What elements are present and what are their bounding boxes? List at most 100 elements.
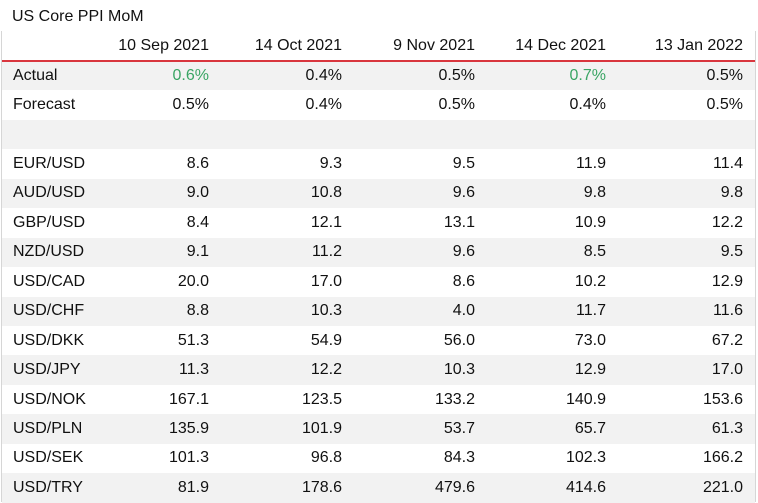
table-cell: 102.3 [565,449,606,467]
table-row: USD/PLN 135.9 101.9 53.7 65.7 61.3 [2,414,755,444]
table-cell: 133.2 [434,390,475,408]
table-row: GBP/USD 8.4 12.1 13.1 10.9 12.2 [2,208,755,238]
table-cell: 9.8 [720,184,743,202]
table-cell: 10.3 [443,361,475,379]
table-cell: 0.5% [172,96,209,114]
table-cell: 96.8 [310,449,342,467]
table-cell: 9.8 [583,184,606,202]
table-header-row: 10 Sep 2021 14 Oct 2021 9 Nov 2021 14 De… [2,31,755,62]
table-cell: 0.5% [438,96,475,114]
table-cell: 9.3 [319,155,342,173]
table-cell: 11.7 [576,302,606,320]
table-row: USD/TRY 81.9 178.6 479.6 414.6 221.0 [2,473,755,503]
row-label: NZD/USD [13,243,85,261]
table-cell: 178.6 [301,478,342,496]
table-cell: 479.6 [434,478,475,496]
table-row [2,119,755,150]
table-cell: 17.0 [711,361,743,379]
table-cell: 101.9 [301,419,342,437]
table-cell: 9.1 [186,243,209,261]
row-label: USD/TRY [13,478,83,496]
table-cell: 54.9 [310,331,342,349]
table-cell: 0.4% [305,67,342,85]
table-cell: 12.2 [711,213,743,231]
table-cell: 0.4% [305,96,342,114]
row-label: AUD/USD [13,184,86,202]
table-cell: 0.4% [569,96,606,114]
table-cell: 9.6 [452,184,475,202]
table-cell: 81.9 [177,478,209,496]
table-cell: 0.7% [569,67,606,85]
table-cell [102,120,221,149]
column-header: 14 Oct 2021 [221,31,354,62]
table-cell: 8.4 [186,213,209,231]
table-cell [618,120,755,149]
table-cell: 10.9 [574,213,606,231]
table-cell: 8.6 [452,272,475,290]
table-cell: 9.5 [720,243,743,261]
column-header: 9 Nov 2021 [354,31,487,62]
table-cell: 101.3 [168,449,209,467]
column-header: 14 Dec 2021 [487,31,618,62]
data-table: 10 Sep 2021 14 Oct 2021 9 Nov 2021 14 De… [2,31,755,503]
table-cell [354,120,487,149]
row-label: USD/CAD [13,272,86,290]
table-row: USD/JPY 11.3 12.2 10.3 12.9 17.0 [2,355,755,385]
table-cell: 51.3 [177,331,209,349]
table-cell: 11.2 [312,243,342,261]
table-cell: 9.0 [186,184,209,202]
table-cell: 61.3 [711,419,743,437]
table-cell: 135.9 [168,419,209,437]
table-cell: 11.9 [576,155,606,173]
table-cell: 0.6% [172,67,209,85]
row-label: USD/NOK [13,390,86,408]
row-label: USD/SEK [13,449,84,467]
table-row: EUR/USD 8.6 9.3 9.5 11.9 11.4 [2,149,755,179]
table-cell [221,120,354,149]
table-cell: 0.5% [438,67,475,85]
table-cell: 8.6 [186,155,209,173]
row-label [2,120,102,149]
table-cell: 10.8 [310,184,342,202]
row-label: Forecast [13,96,76,114]
table-cell: 153.6 [702,390,743,408]
table-body: Actual 0.6% 0.4% 0.5% 0.7% 0.5% Forecast 0.5% 0.… [2,61,755,503]
table-row: Forecast 0.5% 0.4% 0.5% 0.4% 0.5% [2,90,755,120]
table-cell: 221.0 [702,478,743,496]
table-cell: 11.4 [713,155,743,173]
row-label: USD/JPY [13,361,81,379]
table-cell: 9.5 [452,155,475,173]
page-title: US Core PPI MoM [12,8,144,25]
table-row: USD/SEK 101.3 96.8 84.3 102.3 166.2 [2,443,755,474]
column-header: 13 Jan 2022 [618,31,755,62]
table-cell: 17.0 [310,272,342,290]
table-cell: 84.3 [443,449,475,467]
table-cell: 20.0 [177,272,209,290]
table-row: USD/CHF 8.8 10.3 4.0 11.7 11.6 [2,296,755,326]
row-label: USD/CHF [13,302,85,320]
row-label: GBP/USD [13,213,86,231]
table-cell: 11.6 [713,302,743,320]
table-cell: 53.7 [443,419,475,437]
table-row: NZD/USD 9.1 11.2 9.6 8.5 9.5 [2,237,755,268]
table-row: Actual 0.6% 0.4% 0.5% 0.7% 0.5% [2,61,755,91]
data-table-container: 10 Sep 2021 14 Oct 2021 9 Nov 2021 14 De… [1,31,756,503]
table-cell: 0.5% [706,96,743,114]
table-cell: 414.6 [565,478,606,496]
table-cell: 8.8 [186,302,209,320]
table-cell: 12.2 [310,361,342,379]
table-cell: 73.0 [574,331,606,349]
table-cell: 10.3 [310,302,342,320]
table-cell: 4.0 [452,302,475,320]
table-row: AUD/USD 9.0 10.8 9.6 9.8 9.8 [2,178,755,209]
row-label: EUR/USD [13,155,86,173]
table-cell: 123.5 [301,390,342,408]
column-header [2,31,102,62]
table-cell: 166.2 [702,449,743,467]
table-cell: 65.7 [574,419,606,437]
table-cell: 0.5% [706,67,743,85]
table-row: USD/DKK 51.3 54.9 56.0 73.0 67.2 [2,325,755,356]
table-row: USD/NOK 167.1 123.5 133.2 140.9 153.6 [2,384,755,415]
column-header: 10 Sep 2021 [102,31,221,62]
table-cell: 67.2 [711,331,743,349]
